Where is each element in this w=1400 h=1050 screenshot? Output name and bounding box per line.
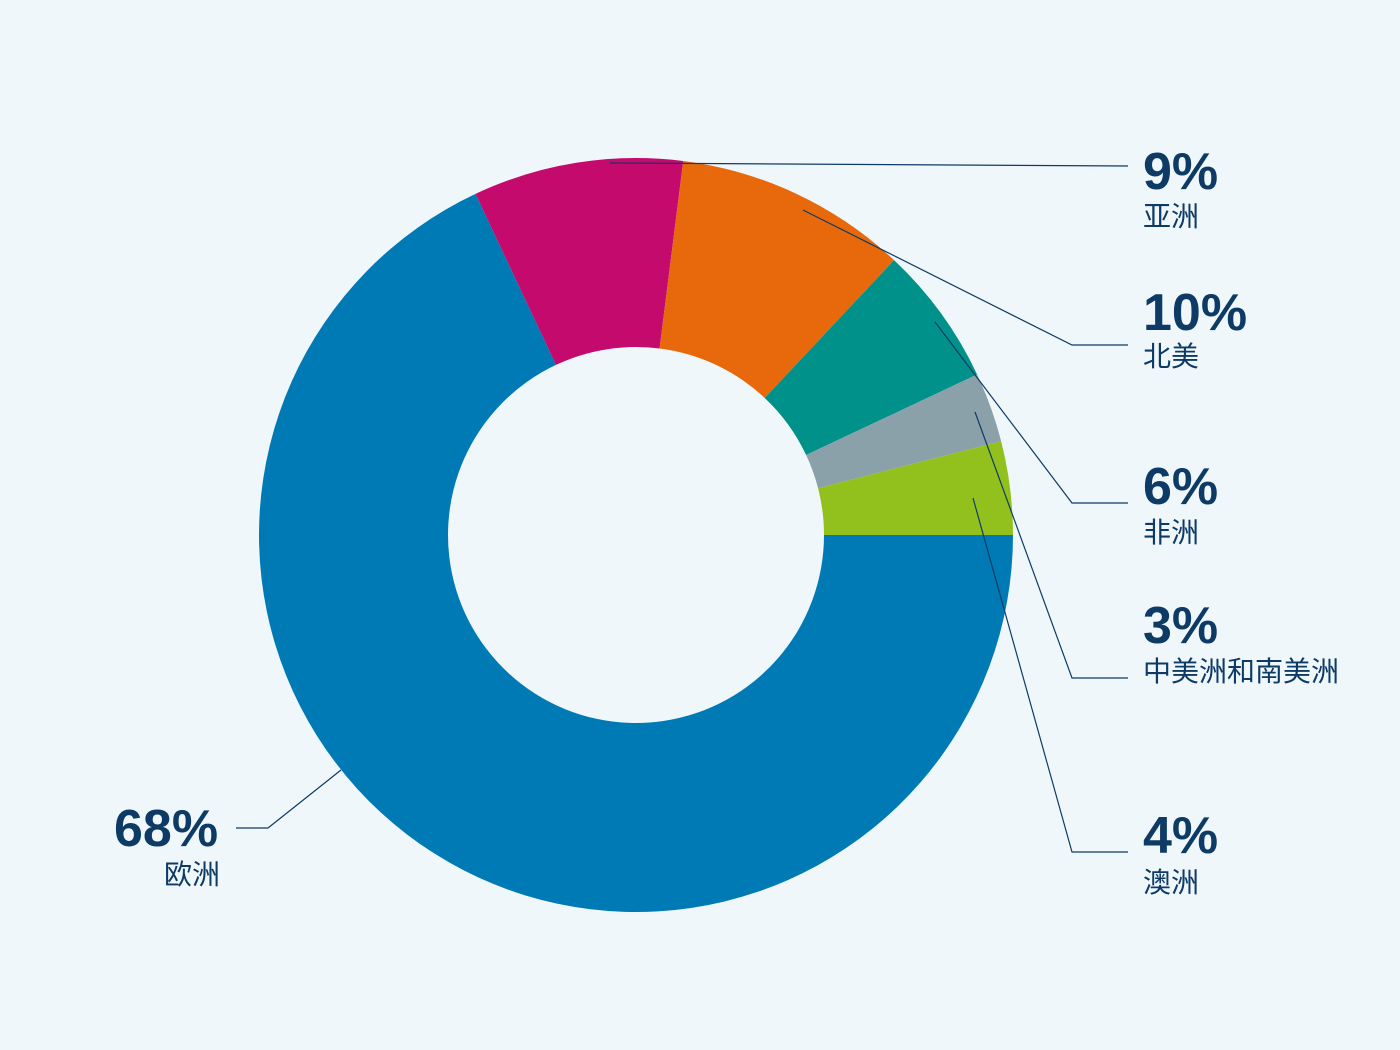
slice-1 xyxy=(259,193,1013,912)
category-label-4: 非洲 xyxy=(1143,516,1199,549)
category-label-6: 澳洲 xyxy=(1143,866,1199,899)
slice-labels: 68%欧洲 9%亚洲 10%北美 6%非洲 3%中美洲和南美洲 4%澳洲 xyxy=(114,143,1339,899)
leader-line-3 xyxy=(802,209,1128,346)
slice-2 xyxy=(475,158,684,365)
slice-6 xyxy=(818,441,1013,535)
category-label-2: 亚洲 xyxy=(1143,200,1199,233)
category-label-5: 中美洲和南美洲 xyxy=(1143,655,1339,688)
value-label-4: 6% xyxy=(1143,458,1218,516)
value-label-2: 9% xyxy=(1143,143,1218,201)
value-label-5: 3% xyxy=(1143,597,1218,655)
leader-lines xyxy=(236,162,1129,853)
slice-5 xyxy=(806,374,1002,489)
value-label-1: 68% xyxy=(114,800,218,858)
value-label-3: 10% xyxy=(1143,284,1247,342)
leader-line-1 xyxy=(236,769,342,829)
leader-line-6 xyxy=(972,497,1128,853)
donut-slices xyxy=(259,158,1013,912)
leader-line-2 xyxy=(609,162,1129,167)
value-label-6: 4% xyxy=(1143,807,1218,865)
leader-line-4 xyxy=(934,321,1128,504)
slice-3 xyxy=(659,160,895,398)
category-label-3: 北美 xyxy=(1143,340,1199,373)
leader-line-5 xyxy=(974,411,1128,679)
category-label-1: 欧洲 xyxy=(164,858,220,891)
slice-4 xyxy=(764,260,978,455)
